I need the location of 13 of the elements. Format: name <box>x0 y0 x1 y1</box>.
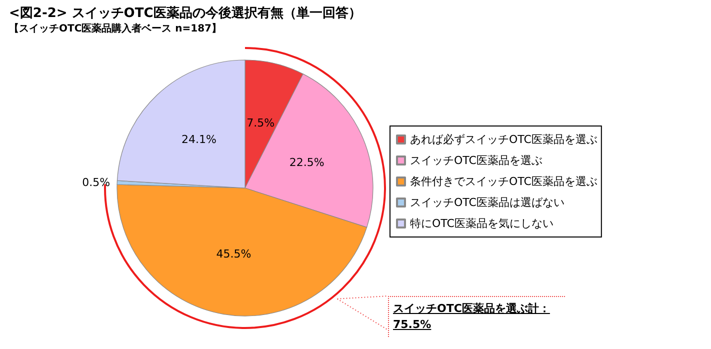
legend-label: 特にOTC医薬品を気にしない <box>410 217 554 230</box>
chart-subtitle: 【スイッチOTC医薬品購入者ベース n=187】 <box>9 22 222 34</box>
data-label: 45.5% <box>216 248 252 261</box>
legend-label: スイッチOTC医薬品は選ばない <box>410 196 564 209</box>
data-label: 7.5% <box>246 116 275 130</box>
legend-label: あれば必ずスイッチOTC医薬品を選ぶ <box>410 133 598 146</box>
data-label: 22.5% <box>289 156 324 169</box>
data-label: 24.1% <box>182 132 216 146</box>
legend-label: 条件付きでスイッチOTC医薬品を選ぶ <box>410 175 598 188</box>
data-label: 0.5% <box>82 176 110 190</box>
chart-title: <図2-2> スイッチOTC医薬品の今後選択有無（単一回答） <box>9 5 362 21</box>
text: スイッチOTC医薬品を選ぶ計：75.5% <box>388 296 565 337</box>
legend-label: スイッチOTC医薬品を選ぶ <box>410 154 542 167</box>
